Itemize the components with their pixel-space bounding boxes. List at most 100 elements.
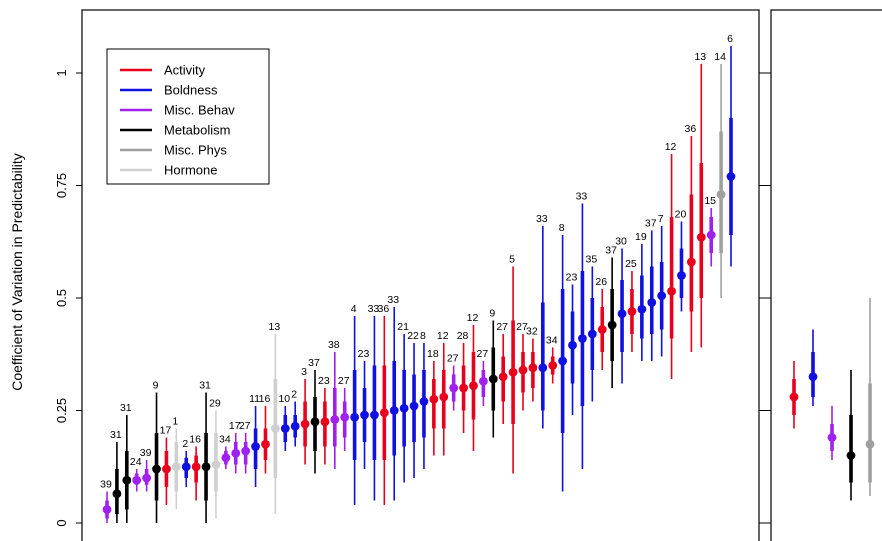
data-point	[647, 298, 657, 307]
y-tick-label: 0.25	[54, 398, 69, 423]
point-count-label: 31	[110, 429, 122, 441]
data-point	[102, 505, 112, 514]
point-count-label: 36	[377, 303, 389, 315]
point-count-label: 34	[546, 335, 558, 347]
data-point	[330, 415, 340, 424]
point-count-label: 12	[437, 330, 449, 342]
data-point	[409, 401, 419, 411]
point-count-label: 20	[675, 209, 687, 221]
point-count-label: 31	[199, 380, 211, 392]
data-point	[270, 424, 280, 433]
point-count-label: 9	[153, 380, 159, 392]
point-count-label: 15	[704, 195, 716, 207]
data-point	[498, 372, 508, 382]
y-tick-label: 0	[54, 519, 69, 526]
data-point	[607, 320, 617, 330]
point-count-label: 32	[526, 326, 538, 338]
data-point	[112, 489, 122, 499]
legend-box	[106, 48, 270, 185]
data-point	[290, 421, 300, 431]
data-point	[201, 462, 211, 472]
data-point	[677, 271, 686, 280]
data-point	[449, 383, 459, 393]
data-point	[568, 340, 577, 350]
data-point	[528, 363, 538, 373]
y-axis-label: Coefficient of Variation in Predictabili…	[9, 153, 25, 391]
point-count-label: 8	[420, 330, 426, 342]
data-point	[251, 442, 260, 451]
data-point	[789, 392, 799, 402]
data-point	[548, 361, 558, 370]
data-point	[379, 408, 389, 418]
point-count-label: 31	[120, 402, 132, 414]
data-point	[637, 304, 647, 314]
data-point	[181, 462, 191, 472]
point-count-label: 37	[645, 218, 657, 230]
point-count-label: 37	[605, 245, 617, 257]
point-count-label: 39	[100, 479, 112, 491]
point-count-label: 22	[407, 330, 419, 342]
point-count-label: 25	[625, 258, 637, 270]
point-count-label: 26	[595, 276, 607, 288]
point-count-label: 17	[160, 425, 172, 437]
data-point	[122, 475, 132, 485]
data-point	[389, 406, 399, 415]
y-tick-label: 0.75	[54, 173, 69, 198]
data-point	[627, 307, 637, 316]
data-point	[221, 453, 231, 463]
point-count-label: 7	[658, 213, 664, 225]
data-point	[597, 325, 607, 334]
legend-label: Boldness	[164, 83, 218, 98]
point-count-label: 16	[259, 393, 271, 405]
data-point	[132, 475, 142, 485]
point-count-label: 18	[427, 348, 439, 360]
data-point	[370, 410, 379, 420]
point-count-label: 30	[615, 236, 627, 248]
point-count-label: 13	[694, 51, 706, 63]
data-point	[827, 433, 837, 442]
point-count-label: 10	[278, 393, 290, 405]
data-point	[340, 412, 350, 422]
data-point	[320, 417, 330, 427]
data-point	[696, 232, 706, 242]
plot-frame-secondary	[770, 9, 882, 541]
data-point	[808, 372, 818, 382]
point-count-label: 39	[140, 447, 152, 459]
data-point	[429, 394, 439, 404]
point-count-label: 27	[477, 348, 489, 360]
point-count-label: 23	[566, 272, 578, 284]
point-count-label: 6	[727, 33, 733, 45]
data-point	[865, 439, 875, 449]
point-count-label: 27	[239, 420, 251, 432]
data-point	[716, 190, 726, 199]
data-point	[706, 230, 716, 240]
legend-label: Metabolism	[164, 123, 230, 138]
point-count-label: 12	[467, 312, 479, 324]
data-point	[488, 374, 498, 384]
y-axis: 0 0.25 0.5 0.75 1	[54, 69, 771, 527]
data-point	[310, 417, 320, 427]
point-count-label: 36	[685, 123, 697, 135]
data-point	[686, 257, 696, 267]
point-count-label: 12	[665, 141, 677, 153]
point-count-label: 27	[496, 321, 508, 333]
point-count-label: 33	[387, 294, 399, 306]
point-count-label: 28	[457, 330, 469, 342]
point-count-label: 33	[368, 303, 380, 315]
data-point	[231, 448, 241, 458]
point-count-label: 2	[182, 438, 188, 450]
point-count-label: 29	[209, 398, 221, 410]
data-point	[399, 403, 409, 413]
data-point	[241, 446, 251, 456]
point-count-label: 23	[358, 348, 370, 360]
point-count-label: 27	[516, 321, 528, 333]
data-point	[657, 291, 667, 301]
data-point	[171, 462, 181, 472]
data-point	[211, 460, 221, 469]
data-point	[280, 424, 290, 433]
data-point	[617, 309, 627, 319]
point-count-label: 17	[229, 420, 241, 432]
data-point	[360, 410, 369, 420]
data-point	[518, 365, 528, 375]
